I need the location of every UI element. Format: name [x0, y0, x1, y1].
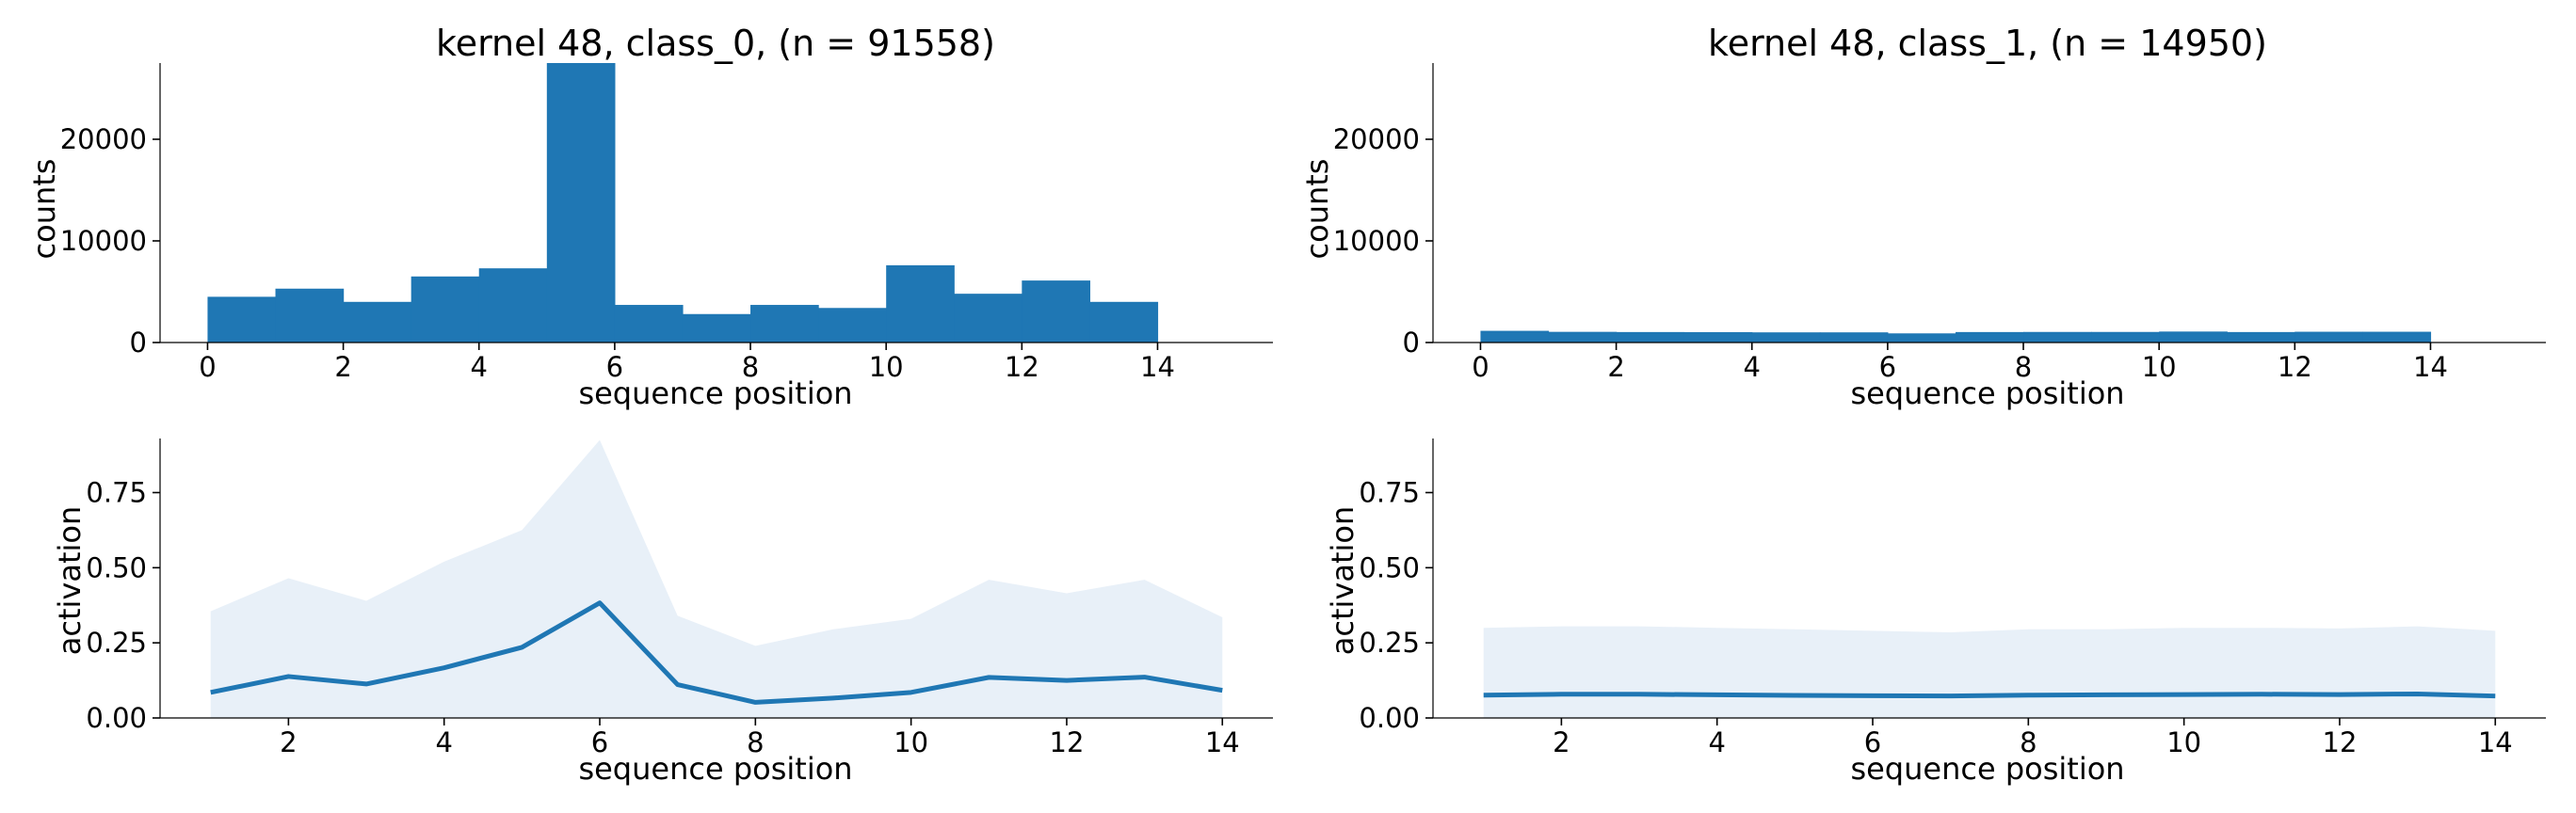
histogram-bar-class1-hist	[2091, 331, 2160, 343]
plot-area-class0-activation: 2 4 6 8 10 12 14 0.00 0.25 0.50 0.75	[86, 438, 1273, 758]
x-tick-label-class0-activation: 2	[280, 726, 297, 758]
x-tick-label-class0-activation: 4	[435, 726, 452, 758]
histogram-bar-class1-hist	[1751, 332, 1821, 343]
y-tick-label-class0-activation: 0.25	[86, 627, 147, 659]
plot-area-class1-activation: 2 4 6 8 10 12 14 0.00 0.25 0.50 0.75	[1359, 438, 2546, 758]
panel-class0-histogram: kernel 48, class_0, (n = 91558) counts s…	[26, 23, 1273, 411]
y-tick-label-class1-hist: 20000	[1333, 123, 1420, 155]
x-tick-label-class0-hist: 4	[471, 351, 488, 383]
x-tick-label-class1-activation: 2	[1553, 726, 1570, 758]
histogram-bar-class1-hist	[2362, 331, 2432, 343]
histogram-bar-class1-hist	[2023, 331, 2092, 343]
histogram-bar-class1-hist	[2294, 331, 2364, 343]
x-tick-label-class0-hist: 14	[1140, 351, 1175, 383]
histogram-bar-class0-hist	[207, 296, 277, 343]
plot-area-class0-hist: 0 2 4 6 8 10 12 14 0 10000 20000	[60, 63, 1273, 383]
histogram-bar-class0-hist	[478, 268, 548, 343]
y-axis-label-activation-class0: activation	[52, 506, 88, 655]
y-axis-label-counts-class0: counts	[26, 159, 62, 260]
panel-class1-histogram: kernel 48, class_1, (n = 14950) counts s…	[1299, 23, 2546, 411]
activation-mean-line-class1-activation	[1483, 691, 2496, 699]
histogram-bar-class0-hist	[343, 301, 412, 343]
y-tick-label-class1-activation: 0.50	[1359, 551, 1420, 583]
x-tick-label-class1-hist: 2	[1607, 351, 1624, 383]
x-tick-label-class1-hist: 12	[2278, 351, 2312, 383]
histogram-bar-class0-hist	[275, 288, 345, 343]
x-axis-label-class0-activation: sequence position	[578, 751, 852, 787]
histogram-bar-class0-hist	[1022, 280, 1091, 343]
histogram-bar-class0-hist	[818, 308, 887, 343]
y-tick-label-class0-hist: 10000	[60, 225, 147, 257]
y-axis-label-counts-class1: counts	[1299, 159, 1335, 260]
activation-band-class0-activation	[210, 439, 1223, 718]
histogram-bar-class1-hist	[1548, 331, 1618, 343]
histogram-bar-class0-hist	[1089, 301, 1159, 343]
y-tick-label-class1-hist: 0	[1403, 327, 1420, 359]
y-tick-label-class0-hist: 0	[130, 327, 147, 359]
x-tick-label-class1-hist: 4	[1744, 351, 1761, 383]
x-tick-label-class0-hist: 6	[606, 351, 623, 383]
panel-class0-activation: activation sequence position 2 4 6 8 10 12 14 0…	[52, 438, 1273, 787]
plot-area-class1-hist: 0 2 4 6 8 10 12 14 0 10000 20000	[1333, 63, 2546, 383]
activation-band-class1-activation	[1483, 626, 2496, 718]
histogram-bar-class1-hist	[1819, 332, 1889, 343]
y-tick-label-class0-activation: 0.00	[86, 702, 147, 734]
histogram-bar-class0-hist	[614, 305, 684, 343]
x-tick-label-class0-activation: 14	[1205, 726, 1240, 758]
x-tick-label-class1-activation: 8	[2020, 726, 2037, 758]
histogram-bar-class1-hist	[1955, 331, 2024, 343]
histogram-bar-class1-hist	[2159, 331, 2228, 343]
x-tick-label-class1-activation: 14	[2478, 726, 2513, 758]
histogram-bar-class1-hist	[1616, 331, 1685, 343]
x-tick-label-class1-hist: 10	[2142, 351, 2177, 383]
histogram-bar-class0-hist	[954, 294, 1022, 343]
x-tick-label-class0-hist: 12	[1005, 351, 1039, 383]
x-tick-label-class1-hist: 8	[2015, 351, 2032, 383]
x-tick-label-class1-activation: 6	[1864, 726, 1881, 758]
x-tick-label-class0-activation: 10	[894, 726, 928, 758]
histogram-bar-class1-hist	[1887, 333, 1956, 343]
histogram-bar-class0-hist	[886, 264, 955, 343]
x-tick-label-class1-activation: 10	[2166, 726, 2201, 758]
y-tick-label-class1-activation: 0.25	[1359, 627, 1420, 659]
x-tick-label-class1-hist: 0	[1472, 351, 1489, 383]
histogram-bar-class1-hist	[1683, 331, 1753, 343]
panel-class1-activation: activation sequence position 2 4 6 8 10 12 14 0…	[1325, 438, 2546, 787]
x-axis-label-class0-hist: sequence position	[578, 375, 852, 411]
histogram-bar-class0-hist	[750, 305, 819, 343]
activation-mean-line-class0-activation	[210, 600, 1223, 705]
histogram-bar-class1-hist	[1480, 330, 1550, 343]
chart-title-class1: kernel 48, class_1, (n = 14950)	[1708, 23, 2267, 64]
y-axis-label-activation-class1: activation	[1325, 506, 1360, 655]
histogram-bar-class1-hist	[2227, 331, 2295, 343]
x-tick-label-class0-hist: 2	[334, 351, 351, 383]
y-tick-label-class0-activation: 0.75	[86, 476, 147, 508]
y-tick-label-class0-hist: 20000	[60, 123, 147, 155]
x-tick-label-class0-hist: 10	[869, 351, 904, 383]
y-tick-label-class1-activation: 0.00	[1359, 702, 1420, 734]
x-tick-label-class0-hist: 8	[742, 351, 759, 383]
y-tick-label-class1-hist: 10000	[1333, 225, 1420, 257]
x-axis-label-class1-activation: sequence position	[1850, 751, 2124, 787]
x-tick-label-class0-activation: 8	[747, 726, 764, 758]
x-axis-label-class1-hist: sequence position	[1850, 375, 2124, 411]
x-tick-label-class1-hist: 6	[1879, 351, 1896, 383]
x-tick-label-class1-hist: 14	[2413, 351, 2448, 383]
chart-title-class0: kernel 48, class_0, (n = 91558)	[436, 23, 995, 64]
y-tick-label-class1-activation: 0.75	[1359, 476, 1420, 508]
x-tick-label-class0-hist: 0	[199, 351, 216, 383]
x-tick-label-class1-activation: 4	[1708, 726, 1725, 758]
histogram-bar-class0-hist	[682, 313, 751, 343]
histogram-bar-class0-hist	[411, 276, 480, 343]
x-tick-label-class1-activation: 12	[2323, 726, 2358, 758]
y-tick-label-class0-activation: 0.50	[86, 551, 147, 583]
histogram-bar-class0-hist	[546, 63, 616, 343]
x-tick-label-class0-activation: 12	[1050, 726, 1085, 758]
x-tick-label-class0-activation: 6	[591, 726, 608, 758]
